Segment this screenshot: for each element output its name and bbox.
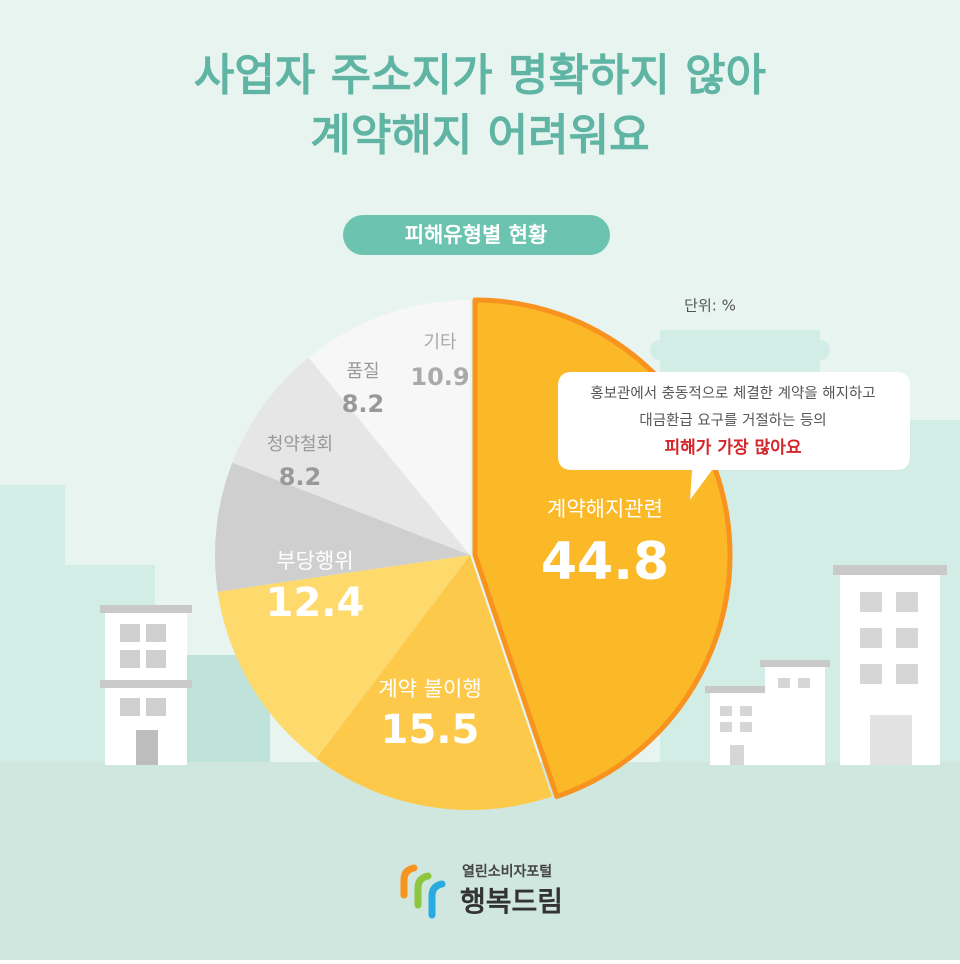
value-label: 15.5: [381, 707, 480, 753]
building-roof: [760, 660, 830, 667]
slice-label: 계약해지관련: [547, 497, 663, 521]
logo-small: 열린소비자포털: [462, 863, 552, 880]
callout-text: 대금환급 요구를 거절하는 등의: [639, 412, 826, 429]
pie-slice: [215, 462, 470, 592]
logo-big: 행복드림: [460, 885, 563, 918]
logo-icon: [400, 864, 446, 919]
value-label: 12.4: [266, 580, 365, 626]
value-label: 8.2: [279, 463, 322, 491]
value-label: 44.8: [541, 532, 669, 592]
value-label: 10.9: [410, 363, 469, 391]
building-roof: [705, 686, 775, 693]
building-bg: [650, 340, 830, 360]
pie-slice: [217, 555, 470, 759]
building-roof: [100, 680, 192, 688]
pie-slice: [316, 555, 552, 811]
title-line: 계약해지 어려워요: [310, 110, 649, 161]
unit: 단위: %: [684, 297, 736, 315]
callout-text: 홍보관에서 충동적으로 체결한 계약을 해지하고: [590, 385, 875, 402]
subtitle: 피해유형별 현황: [405, 223, 548, 247]
value-label: 8.2: [342, 390, 385, 418]
slice-label: 기타: [423, 332, 457, 353]
building-bg: [0, 485, 65, 785]
building-roof: [833, 565, 947, 575]
callout-bubble: [558, 372, 910, 500]
pie-slice: [308, 300, 470, 555]
building: [765, 665, 825, 765]
pie-labels: 계약해지관련 44.8 계약 불이행 15.5 부당행위 12.4 청약철회 8.2 품질 8.2…: [266, 332, 670, 753]
title-line: 사업자 주소지가 명확하지 않아: [194, 50, 766, 101]
building-roof: [100, 605, 192, 613]
slice-label: 계약 불이행: [378, 677, 481, 701]
windows: [720, 592, 918, 765]
slice-label: 청약철회: [267, 434, 333, 455]
slice-label: 품질: [346, 361, 379, 382]
subtitle-badge: [343, 215, 610, 255]
windows: [120, 624, 166, 765]
pie-slice: [232, 357, 470, 555]
slice-label: 부당행위: [276, 549, 353, 573]
callout-highlight: 피해가 가장 많아요: [665, 438, 802, 458]
